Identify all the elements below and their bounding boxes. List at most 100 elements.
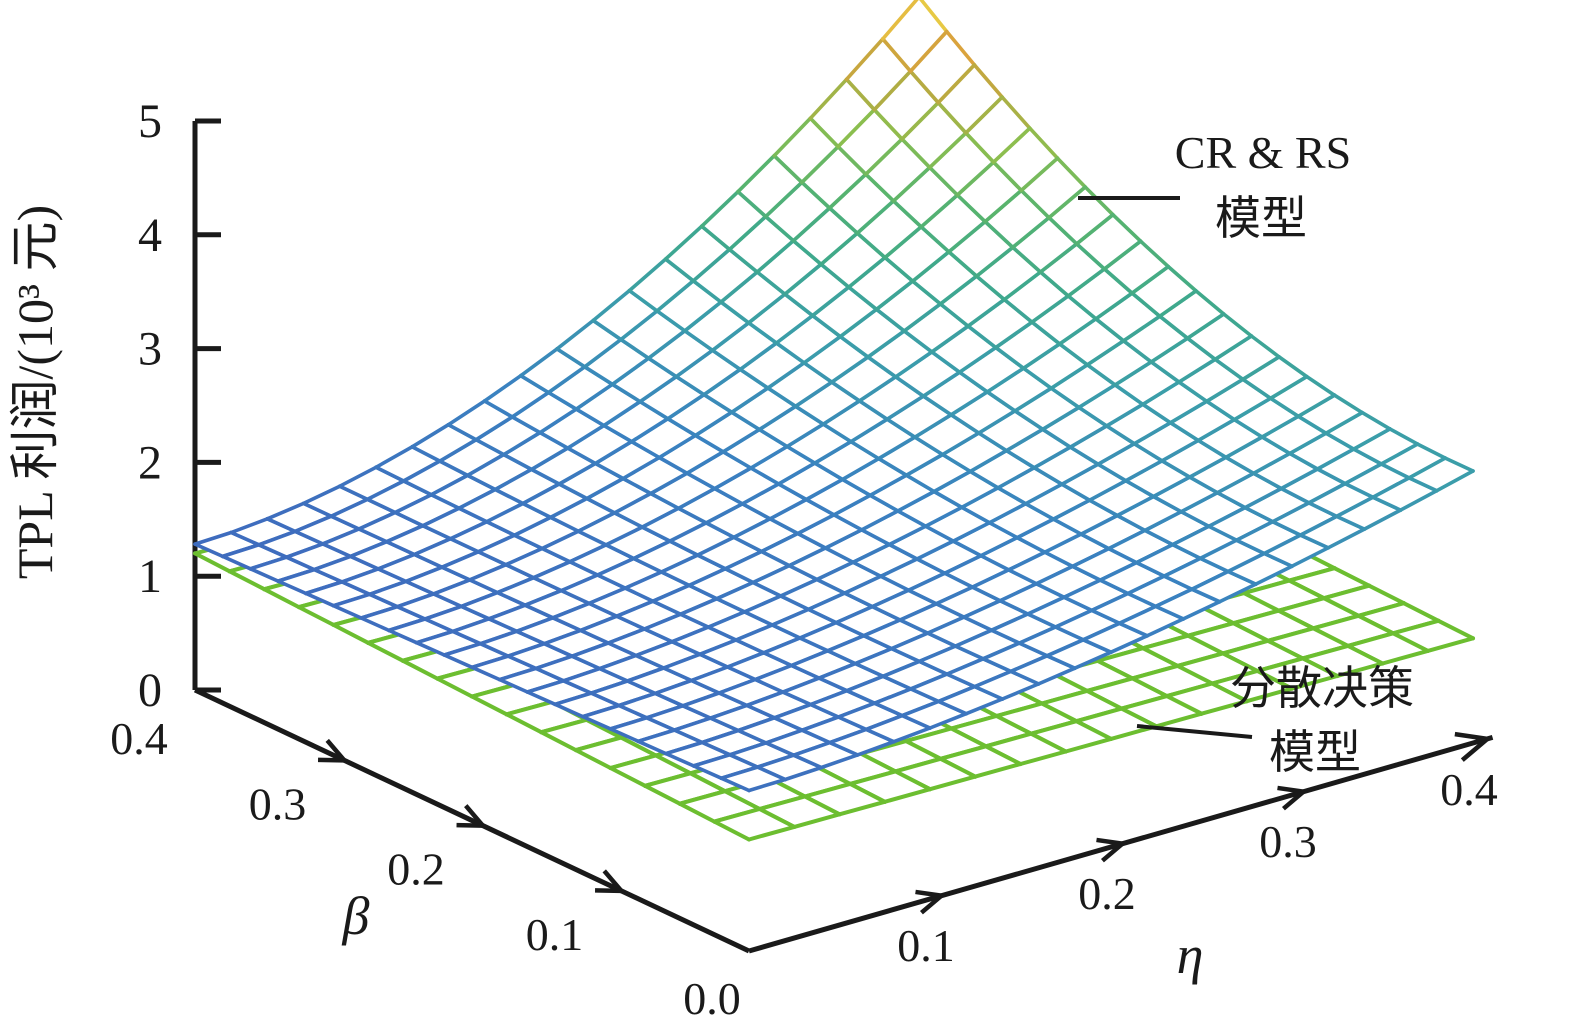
crrs-mesh-edge <box>810 313 843 339</box>
crrs-mesh-edge <box>1074 242 1107 271</box>
crrs-mesh-edge <box>687 583 719 601</box>
crrs-mesh-edge <box>710 321 751 353</box>
crrs-mesh-edge <box>919 225 951 254</box>
crrs-mesh-edge <box>828 740 860 757</box>
crrs-mesh-edge <box>721 450 753 470</box>
decentralized-mesh-edge <box>1154 711 1204 729</box>
crrs-mesh-face <box>548 366 613 410</box>
crrs-mesh-edge <box>1307 481 1347 505</box>
crrs-mesh-edge <box>470 654 510 670</box>
decentralized-mesh-edge <box>1391 631 1430 653</box>
crrs-mesh-face <box>1326 412 1390 450</box>
crrs-mesh-face <box>846 38 911 110</box>
crrs-mesh-edge <box>651 583 691 603</box>
crrs-mesh-edge <box>606 627 647 645</box>
crrs-mesh-edge <box>642 627 674 644</box>
crrs-mesh-edge <box>570 654 602 671</box>
crrs-mesh-edge <box>746 292 787 325</box>
decentralized-mesh-edge <box>1231 608 1281 626</box>
crrs-mesh-edge <box>1251 451 1292 476</box>
crrs-mesh-edge <box>957 370 990 394</box>
crrs-mesh-edge <box>1371 476 1411 500</box>
crrs-mesh-edge <box>555 318 595 351</box>
crrs-mesh-edge <box>519 373 551 395</box>
crrs-mesh-edge <box>551 601 591 620</box>
crrs-mesh-edge <box>387 628 419 645</box>
crrs-mesh-edge <box>581 714 613 731</box>
crrs-mesh-face <box>620 310 685 359</box>
crrs-mesh-edge <box>1398 488 1439 512</box>
decentralized-mesh-edge <box>712 819 751 842</box>
crrs-mesh-edge <box>338 484 370 502</box>
beta-axis-tick <box>317 738 350 763</box>
crrs-mesh-edge <box>787 546 828 568</box>
crrs-mesh-face <box>976 247 1041 300</box>
decentralized-mesh-edge <box>893 769 932 792</box>
crrs-mesh-edge <box>1315 447 1356 471</box>
crrs-mesh-face <box>723 429 788 468</box>
crrs-mesh-edge <box>915 557 947 575</box>
crrs-mesh-edge <box>747 777 787 793</box>
crrs-mesh-edge <box>938 302 970 328</box>
crrs-mesh-face <box>1262 416 1326 454</box>
crrs-mesh-edge <box>1085 339 1126 367</box>
crrs-mesh-edge <box>685 450 725 475</box>
crrs-mesh-edge <box>685 471 717 491</box>
crrs-mesh-edge <box>776 482 809 502</box>
crrs-mesh-edge <box>1096 441 1137 466</box>
crrs-mesh-edge <box>1143 509 1183 533</box>
crrs-mesh-edge <box>926 631 958 648</box>
decentralized-mesh-edge <box>400 658 440 681</box>
crrs-mesh-edge <box>832 493 872 517</box>
crrs-mesh-edge <box>1141 380 1181 407</box>
crrs-mesh-edge <box>331 592 372 608</box>
crrs-mesh-edge <box>898 618 930 635</box>
crrs-mesh-edge <box>796 513 836 536</box>
crrs-mesh-edge <box>838 307 879 339</box>
crrs-mesh-edge <box>908 29 949 73</box>
crrs-mesh-face <box>593 290 658 340</box>
crrs-mesh-edge <box>546 390 578 411</box>
crrs-mesh-face <box>712 322 777 370</box>
crrs-mesh-edge <box>340 567 380 584</box>
crrs-mesh-edge <box>923 524 956 543</box>
crrs-mesh-edge <box>845 688 877 705</box>
crrs-mesh-edge <box>1030 294 1070 324</box>
crrs-mesh-edge <box>661 652 702 670</box>
crrs-mesh-edge <box>757 404 798 432</box>
crrs-mesh-edge <box>857 375 898 403</box>
crrs-mesh-edge <box>438 437 478 463</box>
crrs-mesh-edge <box>1094 291 1134 321</box>
crrs-mesh-edge <box>870 604 902 622</box>
crrs-mesh-edge <box>763 214 796 243</box>
crrs-mesh-face <box>659 435 724 474</box>
crrs-mesh-face <box>848 257 913 310</box>
crrs-mesh-edge <box>806 591 847 612</box>
crrs-mesh-edge <box>893 350 934 379</box>
beta-origin-label: 0.0 <box>683 973 741 1024</box>
crrs-mesh-face <box>1309 483 1373 517</box>
crrs-mesh-edge <box>742 610 775 627</box>
crrs-mesh-face <box>687 451 751 489</box>
crrs-mesh-edge <box>1090 591 1130 613</box>
crrs-mesh-edge <box>632 539 672 561</box>
crrs-mesh-face <box>648 330 713 377</box>
crrs-mesh-edge <box>1038 242 1079 274</box>
crrs-mesh-edge <box>640 506 681 529</box>
crrs-mesh-face <box>693 249 758 302</box>
decentralized-mesh-edge <box>1300 656 1340 678</box>
crrs-mesh-edge <box>827 172 868 210</box>
crrs-mesh-edge <box>1034 581 1066 600</box>
crrs-mesh-edge <box>919 193 960 229</box>
crrs-mesh-edge <box>1170 542 1203 561</box>
crrs-mesh-edge <box>666 392 706 421</box>
crrs-mesh-edge <box>889 631 930 651</box>
crrs-mesh-edge <box>693 410 734 438</box>
crrs-mesh-edge <box>689 665 730 683</box>
crrs-mesh-edge <box>1234 538 1267 556</box>
crrs-mesh-edge <box>229 530 261 547</box>
crrs-mesh-edge <box>521 482 561 506</box>
z-tick-label: 5 <box>138 95 162 148</box>
crrs-mesh-edge <box>495 575 536 595</box>
crrs-mesh-edge <box>1198 556 1230 574</box>
